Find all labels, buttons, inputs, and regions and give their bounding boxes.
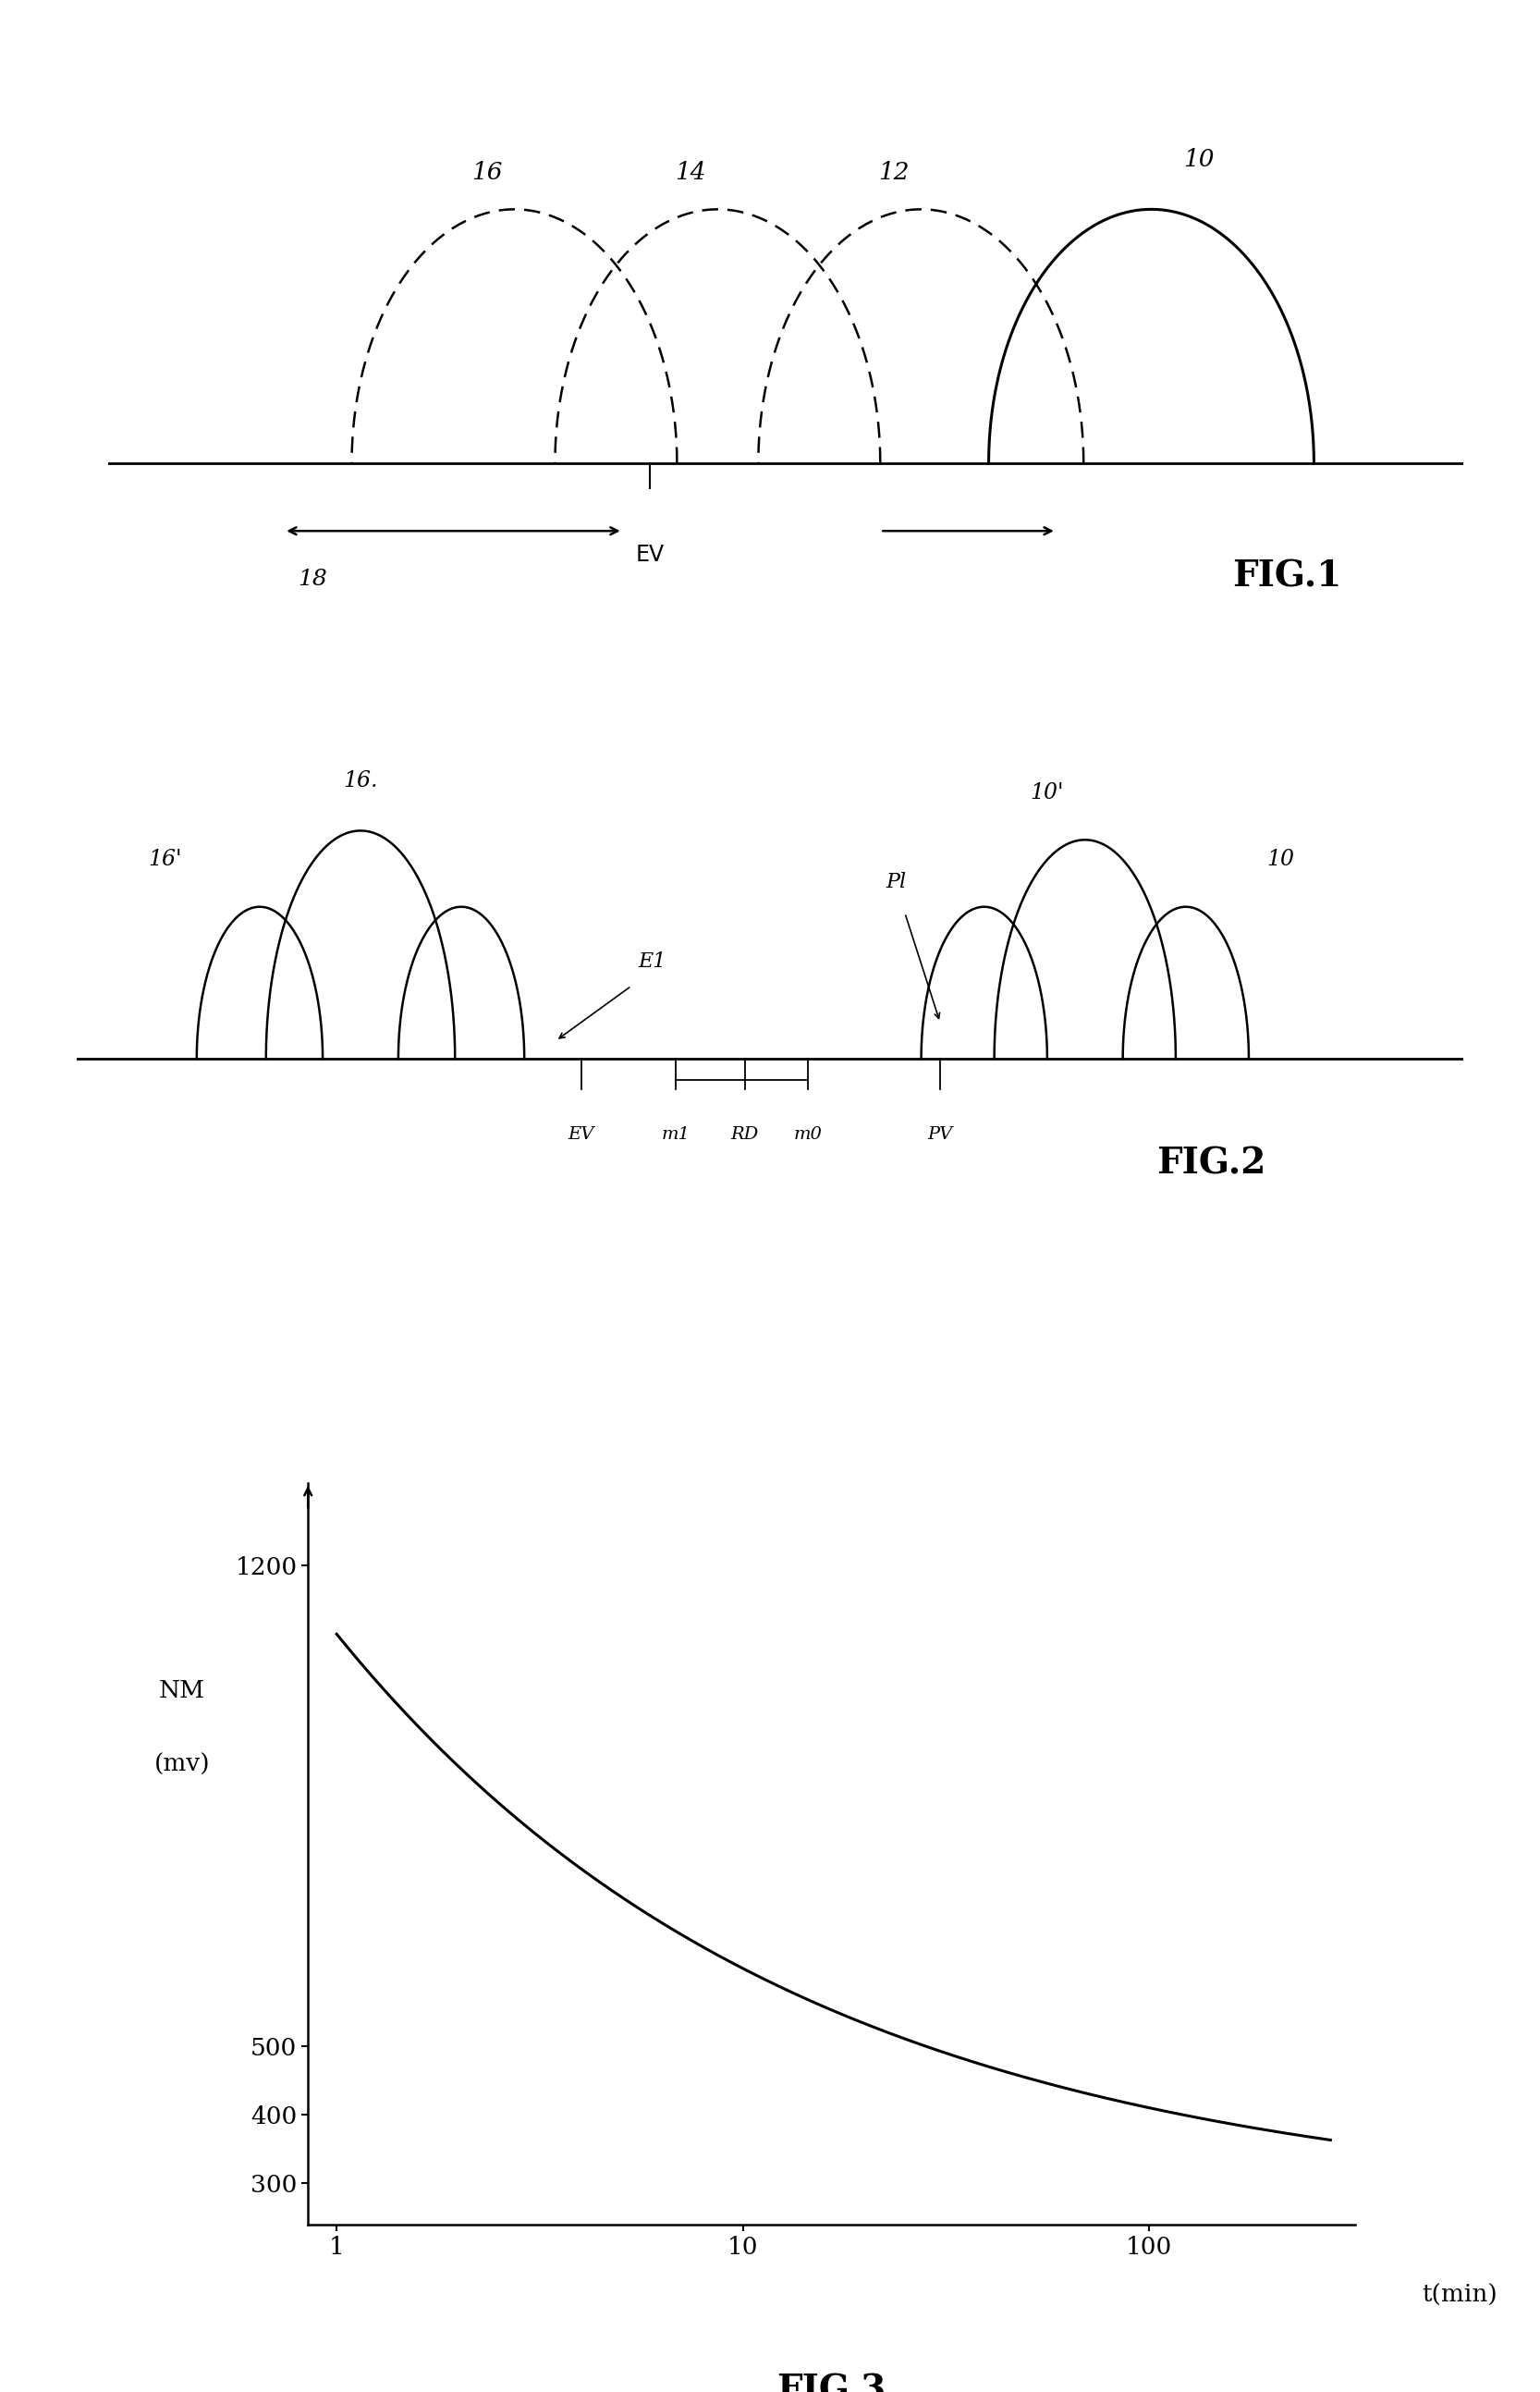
Text: Pl: Pl [886, 873, 907, 892]
Text: 10: 10 [1183, 148, 1214, 172]
Text: m0: m0 [793, 1127, 822, 1143]
Text: 12: 12 [878, 160, 909, 184]
Text: 16.: 16. [343, 770, 377, 792]
Text: EV: EV [568, 1127, 594, 1143]
Text: FIG.1: FIG.1 [1232, 560, 1341, 596]
Text: E1: E1 [638, 952, 665, 971]
Text: PV: PV [927, 1127, 953, 1143]
Text: NM: NM [159, 1679, 205, 1703]
Text: 16: 16 [471, 160, 502, 184]
Text: 14: 14 [675, 160, 705, 184]
Text: t(min): t(min) [1421, 2284, 1498, 2306]
Text: EV: EV [636, 543, 664, 567]
Text: (mv): (mv) [154, 1753, 211, 1777]
Text: 10: 10 [1266, 849, 1294, 871]
Text: 10': 10' [1030, 782, 1064, 804]
Text: FIG.3: FIG.3 [776, 2373, 887, 2392]
Text: 16': 16' [148, 849, 182, 871]
Text: FIG.2: FIG.2 [1157, 1146, 1266, 1182]
Text: RD: RD [732, 1127, 759, 1143]
Text: 18: 18 [297, 569, 326, 591]
Text: m1: m1 [661, 1127, 690, 1143]
